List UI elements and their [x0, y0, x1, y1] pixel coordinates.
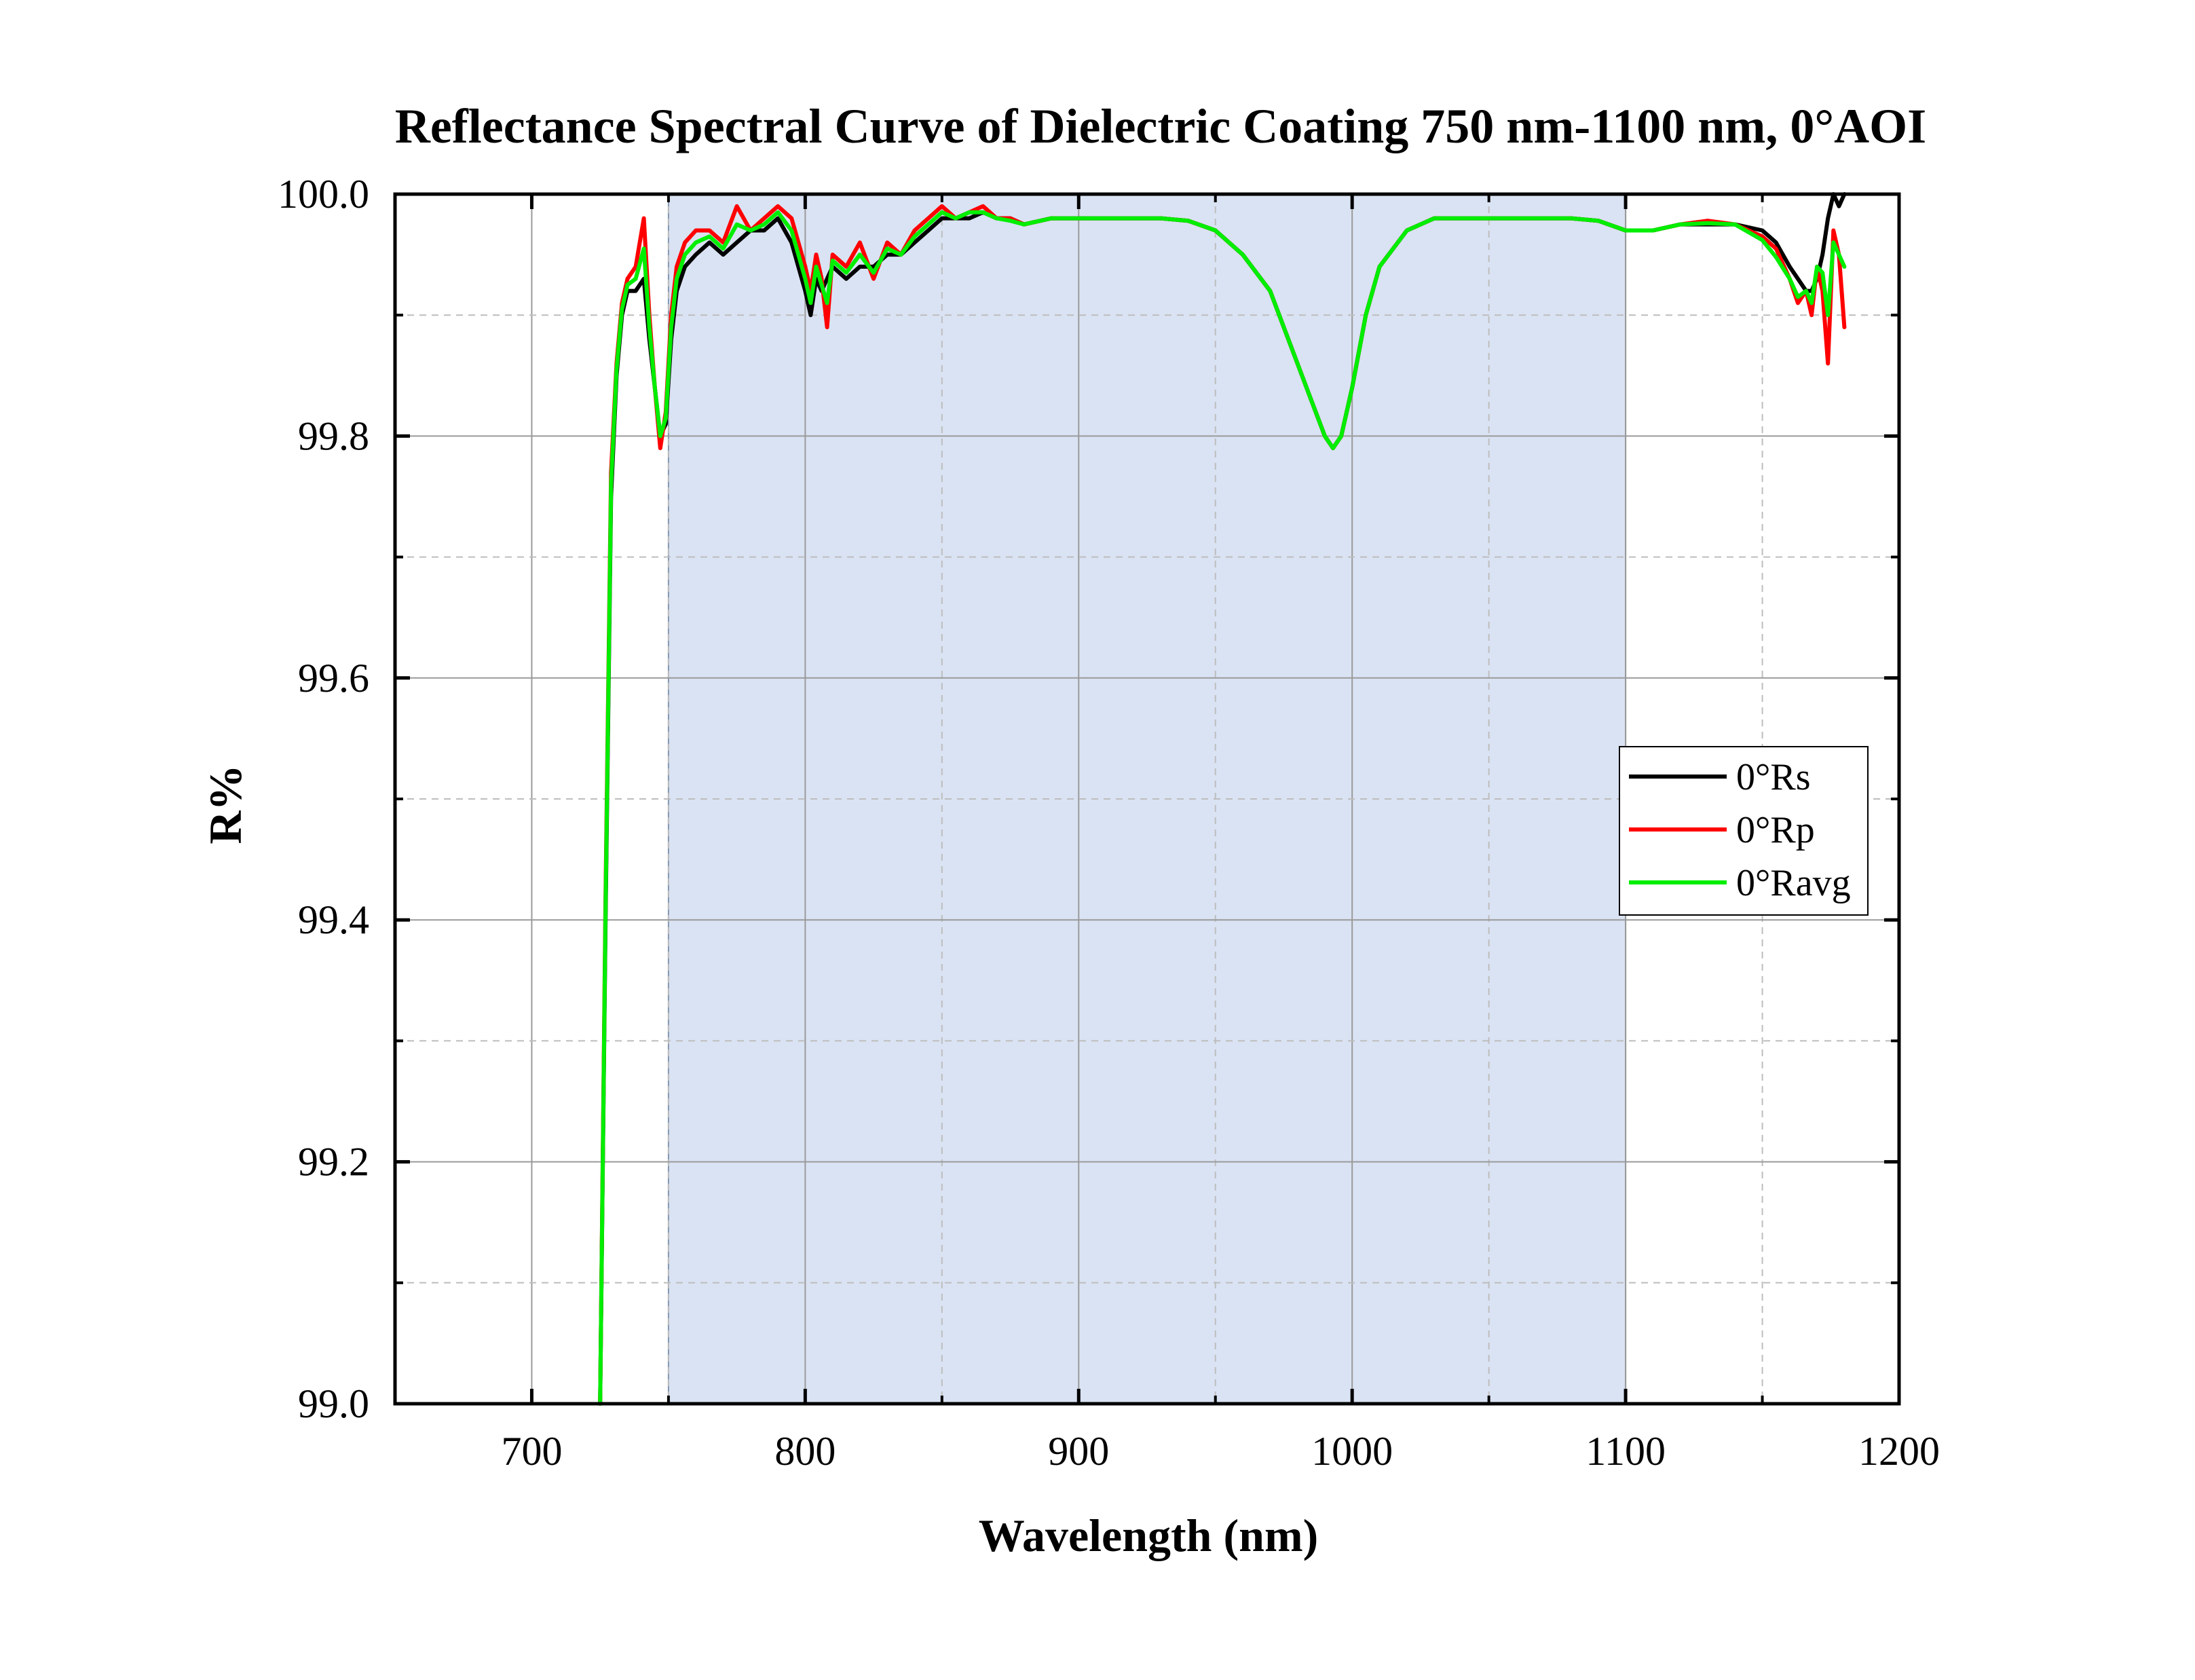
legend-label: 0°Ravg — [1736, 862, 1851, 904]
x-tick-label: 1200 — [1858, 1429, 1940, 1474]
series-layer — [598, 192, 1847, 1406]
x-tick-label: 1000 — [1311, 1429, 1393, 1474]
y-tick-label: 99.4 — [298, 897, 369, 942]
x-tick-label: 1100 — [1586, 1429, 1666, 1474]
tick-layer: 700 800 900 1000 1100 1200 99.0 99.2 99.4 99.6 99.… — [278, 172, 1940, 1474]
y-tick-label: 99.2 — [298, 1140, 369, 1184]
y-tick-label: 99.8 — [298, 413, 369, 458]
legend-label: 0°Rs — [1736, 756, 1811, 798]
chart-title: Reflectance Spectral Curve of Dielectric… — [395, 99, 1926, 153]
legend-label: 0°Rp — [1736, 809, 1815, 851]
x-tick-label: 800 — [774, 1429, 836, 1474]
y-tick-label: 99.6 — [298, 656, 369, 701]
x-axis-title: Wavelength (nm) — [979, 1510, 1319, 1561]
y-tick-label: 100.0 — [278, 172, 369, 217]
y-tick-label: 99.0 — [298, 1381, 369, 1426]
y-axis-title: R% — [200, 764, 251, 844]
x-tick-label: 900 — [1048, 1429, 1109, 1474]
series-line-3 — [598, 210, 1847, 1406]
legend: 0°Rs 0°Rp 0°Ravg — [1619, 746, 1869, 916]
x-tick-label: 700 — [501, 1429, 562, 1474]
